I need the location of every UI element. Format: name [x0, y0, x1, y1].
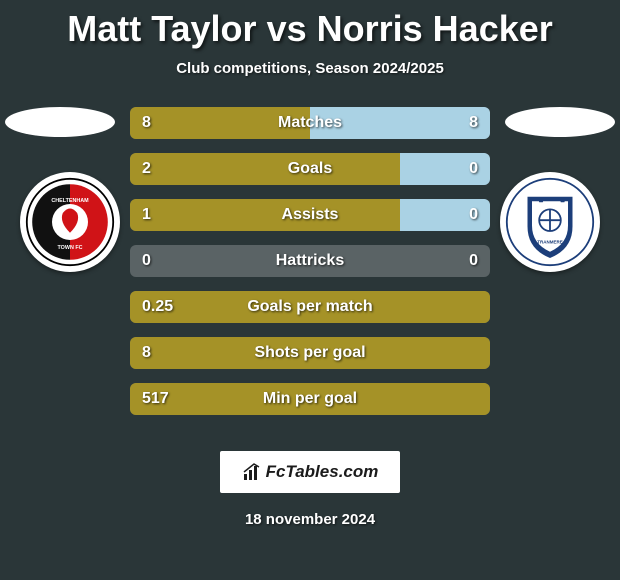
stat-row: 88Matches — [130, 107, 490, 139]
stat-row: 517Min per goal — [130, 383, 490, 415]
stat-label: Min per goal — [130, 390, 490, 408]
tranmere-badge-icon: TRANMERE — [505, 177, 595, 267]
spotlight-right — [505, 107, 615, 137]
stat-label: Goals — [130, 160, 490, 178]
stat-row: 0.25Goals per match — [130, 291, 490, 323]
svg-text:TRANMERE: TRANMERE — [537, 240, 563, 245]
stat-row: 10Assists — [130, 199, 490, 231]
player2-name: Norris Hacker — [317, 8, 553, 49]
subtitle: Club competitions, Season 2024/2025 — [0, 60, 620, 77]
stat-label: Goals per match — [130, 298, 490, 316]
stat-label: Hattricks — [130, 252, 490, 270]
team-badge-right: TRANMERE — [500, 172, 600, 272]
page-title: Matt Taylor vs Norris Hacker — [0, 0, 620, 50]
spotlight-left — [5, 107, 115, 137]
snapshot-date: 18 november 2024 — [0, 511, 620, 528]
stat-label: Assists — [130, 206, 490, 224]
vs-separator: vs — [267, 8, 307, 49]
stat-bars-container: 88Matches 20Goals 10Assists 00Hattricks 0.25… — [130, 107, 490, 429]
chart-icon — [242, 462, 262, 482]
stat-label: Shots per goal — [130, 344, 490, 362]
svg-text:TOWN FC: TOWN FC — [58, 245, 83, 251]
svg-text:CHELTENHAM: CHELTENHAM — [51, 198, 89, 204]
comparison-arena: CHELTENHAM TOWN FC TRANMERE 88Matches 20G… — [0, 107, 620, 427]
cheltenham-badge-icon: CHELTENHAM TOWN FC — [25, 177, 115, 267]
player1-name: Matt Taylor — [67, 8, 256, 49]
stat-row: 20Goals — [130, 153, 490, 185]
brand-text: FcTables.com — [266, 462, 379, 482]
stat-row: 00Hattricks — [130, 245, 490, 277]
stat-label: Matches — [130, 114, 490, 132]
team-badge-left: CHELTENHAM TOWN FC — [20, 172, 120, 272]
brand-logo: FcTables.com — [220, 451, 400, 493]
stat-row: 8Shots per goal — [130, 337, 490, 369]
